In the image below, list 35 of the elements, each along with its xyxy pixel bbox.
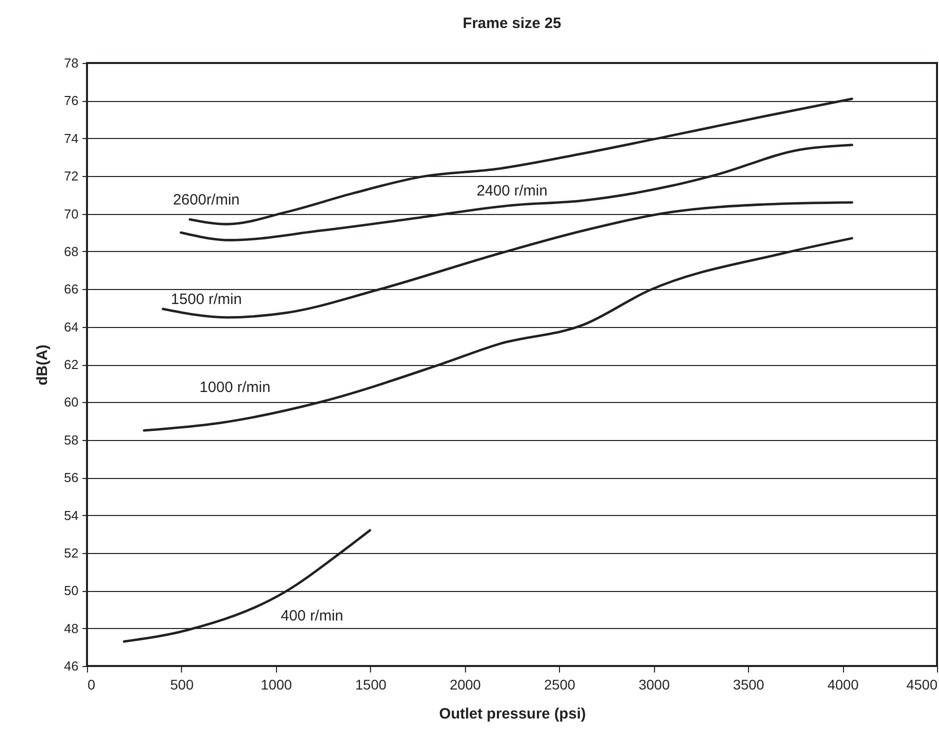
y-tick-label: 52: [64, 545, 78, 560]
series-label: 1000 r/min: [200, 378, 270, 396]
x-tick-label: 3000: [638, 676, 670, 692]
y-tick-label: 70: [64, 206, 78, 222]
x-tick-label: 1500: [355, 676, 387, 692]
chart-title: Frame size 25: [462, 15, 562, 32]
y-tick-label: 78: [64, 56, 78, 70]
x-tick-label: 0: [88, 676, 96, 692]
x-tick-label: 2500: [544, 676, 576, 692]
x-tick-label: 2000: [450, 676, 482, 692]
y-tick-label: 56: [64, 470, 78, 486]
y-tick-label: 66: [64, 282, 78, 297]
y-tick-label: 48: [64, 620, 78, 636]
y-tick-label: 58: [64, 432, 78, 448]
x-tick-label: 4000: [827, 676, 859, 692]
x-axis-title: Outlet pressure (psi): [439, 706, 586, 722]
series-label: 2600r/min: [172, 191, 240, 208]
y-tick-label: 54: [64, 508, 78, 523]
series-label: 2400 r/min: [476, 182, 548, 200]
y-tick-label: 62: [64, 357, 78, 372]
series-label: 1500 r/min: [170, 290, 242, 308]
y-tick-label: 68: [64, 244, 78, 259]
y-tick-label: 76: [64, 93, 78, 108]
y-tick-label: 64: [64, 319, 78, 334]
series-label: 400 r/min: [280, 608, 344, 625]
y-tick-label: 74: [64, 130, 78, 146]
y-axis-title: dB(A): [34, 344, 52, 386]
y-tick-label: 72: [64, 168, 78, 184]
x-tick-label: 4500: [906, 676, 938, 692]
x-tick-label: 1000: [260, 676, 292, 692]
y-tick-label: 60: [64, 394, 78, 410]
x-tick-label: 3500: [733, 676, 764, 692]
y-tick-label: 50: [64, 583, 78, 598]
y-tick-label: 46: [64, 658, 78, 674]
x-tick-label: 500: [170, 676, 194, 692]
